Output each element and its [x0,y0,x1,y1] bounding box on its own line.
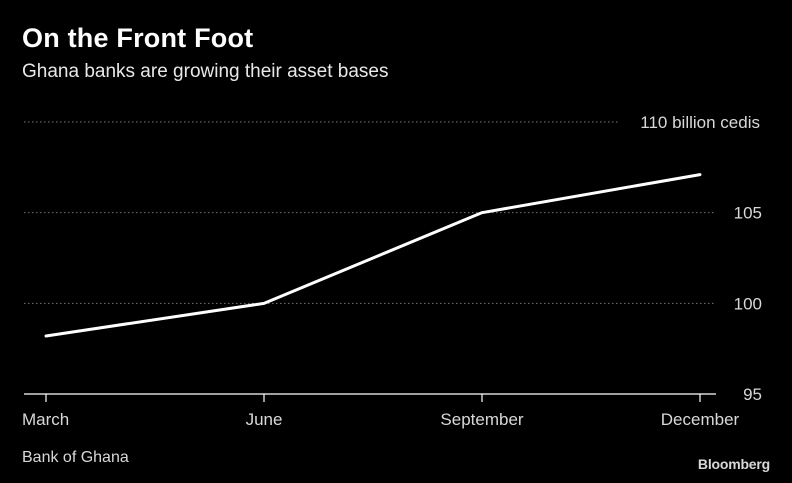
y-tick-label-105: 105 [734,204,762,223]
y-tick-label-110: 110 billion cedis [640,113,760,132]
gridlines [24,121,716,304]
y-tick-label-100: 100 [734,294,762,313]
source-note: Bank of Ghana [22,449,129,466]
x-axis [24,393,716,402]
y-tick-label-95: 95 [743,385,762,404]
chart-subtitle: Ghana banks are growing their asset base… [22,61,389,82]
x-tick-label-september: September [440,410,523,429]
series-line-0 [44,173,702,338]
x-tick-label-december: December [661,410,740,429]
x-tick-label-june: June [246,410,283,429]
tick-labels: 110 billion cedis 105 100 95 March June Septem… [22,113,762,429]
bloomberg-logo: Bloomberg [697,456,770,472]
chart-title: On the Front Foot [22,23,254,53]
x-tick-label-march: March [22,410,69,429]
series-layer [44,173,702,338]
